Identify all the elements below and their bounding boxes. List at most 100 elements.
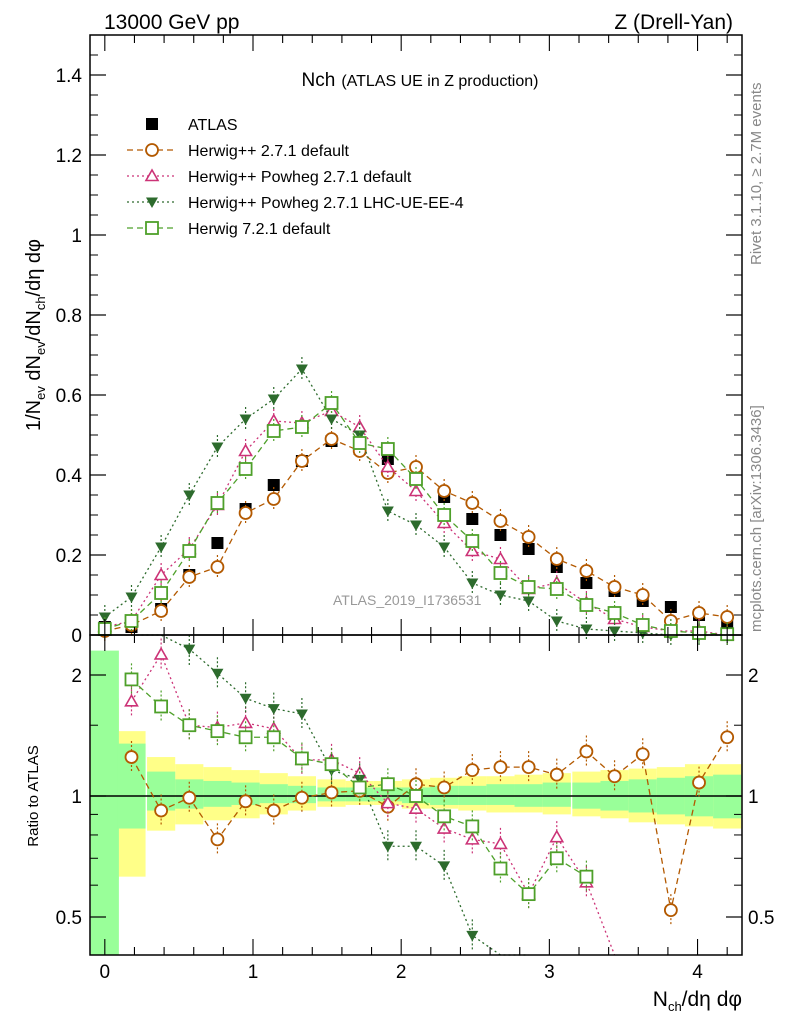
ratio-point-hpow xyxy=(549,829,565,843)
legend-label: Herwig++ Powheg 2.7.1 LHC-UE-EE-4 xyxy=(188,195,464,212)
main-ytick-label: 0.4 xyxy=(56,466,83,487)
ratio-point-h721 xyxy=(324,757,339,772)
point-hpow xyxy=(493,551,508,565)
point-hpowee4 xyxy=(183,490,196,501)
ratio-point-hpowee4 xyxy=(438,861,451,872)
plot-title: Nch (ATLAS UE in Z production) xyxy=(302,70,539,91)
ratio-series-layer xyxy=(124,634,735,956)
ratio-point-h271 xyxy=(549,767,564,782)
ratio-point-hpowee4 xyxy=(381,841,394,853)
point-hpowee4 xyxy=(608,626,621,637)
point-hpowee4 xyxy=(211,442,224,453)
ratio-point-hpow xyxy=(153,646,169,660)
ratio-point-h271 xyxy=(182,790,197,805)
legend-item-h721: Herwig 7.2.1 default xyxy=(127,221,331,238)
point-hpow xyxy=(238,443,253,457)
band-inner-bin xyxy=(203,780,232,807)
point-hpowee4 xyxy=(267,394,280,405)
point-atlas xyxy=(466,513,479,525)
point-hpowee4 xyxy=(295,364,308,375)
band-inner-bin xyxy=(90,650,119,955)
ratio-point-h271 xyxy=(579,744,594,759)
legend: ATLAS Herwig++ 2.7.1 default Herwig++ Powh… xyxy=(127,117,464,238)
point-h721 xyxy=(437,508,452,522)
axes-layer: 0 0.2 0.4 0.6 0.8 1 1.2 1.4 0.5 0.5 1 1 2 2 0 1 2 3 4 xyxy=(56,34,774,983)
ratio-series-h721 xyxy=(124,663,594,911)
legend-marker xyxy=(145,143,159,157)
point-h721 xyxy=(352,436,367,450)
ratio-point-hpowee4 xyxy=(295,709,308,720)
ratio-point-h721 xyxy=(124,672,139,687)
point-h721 xyxy=(692,626,706,640)
point-h721 xyxy=(210,496,225,510)
legend-item-h271: Herwig++ 2.7.1 default xyxy=(127,143,350,160)
ratio-point-h721 xyxy=(465,819,480,834)
point-h721 xyxy=(579,598,594,612)
ratio-point-h271 xyxy=(635,747,650,762)
point-hpowee4 xyxy=(580,624,593,635)
legend-label: Herwig 7.2.1 default xyxy=(188,221,331,238)
ratio-ytick-label-right: 2 xyxy=(748,666,759,687)
ratio-point-h721 xyxy=(266,730,281,745)
ratio-point-h271 xyxy=(154,803,169,818)
point-h271 xyxy=(210,560,225,574)
point-h721 xyxy=(635,618,650,632)
point-hpowee4 xyxy=(381,506,394,517)
ratio-point-h271 xyxy=(521,760,536,775)
ratio-ytick-label-right: 0.5 xyxy=(748,908,774,929)
legend-label: Herwig++ Powheg 2.7.1 default xyxy=(188,169,412,186)
main-ytick-label: 1 xyxy=(71,226,82,247)
x-axis-label: Nch/dη dφ xyxy=(653,988,742,1014)
ratio-point-h721 xyxy=(579,869,594,884)
point-h271 xyxy=(549,552,564,566)
point-h721 xyxy=(549,582,564,596)
point-hpowee4 xyxy=(155,542,168,553)
point-h721 xyxy=(493,566,508,580)
ratio-point-hpow xyxy=(408,801,424,814)
point-hpow xyxy=(408,483,424,497)
ratio-point-h721 xyxy=(409,789,423,803)
point-h271 xyxy=(437,484,452,498)
legend-marker xyxy=(144,168,160,182)
point-h721 xyxy=(154,586,169,600)
ratio-ytick-label: 1 xyxy=(71,787,82,808)
point-h271 xyxy=(493,514,508,528)
ratio-point-h271 xyxy=(266,803,281,818)
ratio-point-h271 xyxy=(124,750,139,764)
series-h721 xyxy=(97,391,735,647)
header-right: Z (Drell-Yan) xyxy=(614,11,733,34)
band-inner-bin xyxy=(373,787,402,802)
point-hpow xyxy=(153,567,169,581)
point-h721 xyxy=(124,614,139,628)
ratio-point-h271 xyxy=(210,832,225,847)
ratio-point-h721 xyxy=(154,699,169,714)
main-ytick-label: 0.8 xyxy=(56,306,82,327)
legend-item-hpow: Herwig++ Powheg 2.7.1 default xyxy=(127,168,412,186)
ratio-point-h271 xyxy=(324,785,339,800)
point-h271 xyxy=(607,580,622,594)
ratio-point-h271 xyxy=(238,794,253,809)
point-hpowee4 xyxy=(239,414,252,425)
band-inner-bin xyxy=(542,782,571,807)
xtick-label: 2 xyxy=(396,962,407,983)
band-inner-bin xyxy=(259,784,288,804)
ratio-point-h721 xyxy=(210,724,225,739)
ratio-point-h721 xyxy=(294,751,309,766)
ratio-ytick-label: 0.5 xyxy=(56,908,82,929)
point-hpow xyxy=(352,419,368,433)
ratio-point-h271 xyxy=(663,903,678,918)
point-hpowee4 xyxy=(466,578,479,589)
xtick-label: 3 xyxy=(544,962,555,983)
point-h721 xyxy=(607,606,622,620)
ratio-point-h721 xyxy=(437,809,452,824)
ratio-point-hpow xyxy=(380,795,396,809)
point-h721 xyxy=(521,580,536,594)
point-h721 xyxy=(465,534,480,548)
ratio-point-h271 xyxy=(437,780,452,795)
point-h271 xyxy=(154,604,169,618)
point-h271 xyxy=(465,496,480,510)
ratio-point-h271 xyxy=(465,763,480,777)
legend-label: Herwig++ 2.7.1 default xyxy=(188,143,350,160)
ratio-point-hpowee4 xyxy=(239,693,252,705)
point-h271 xyxy=(294,454,309,468)
